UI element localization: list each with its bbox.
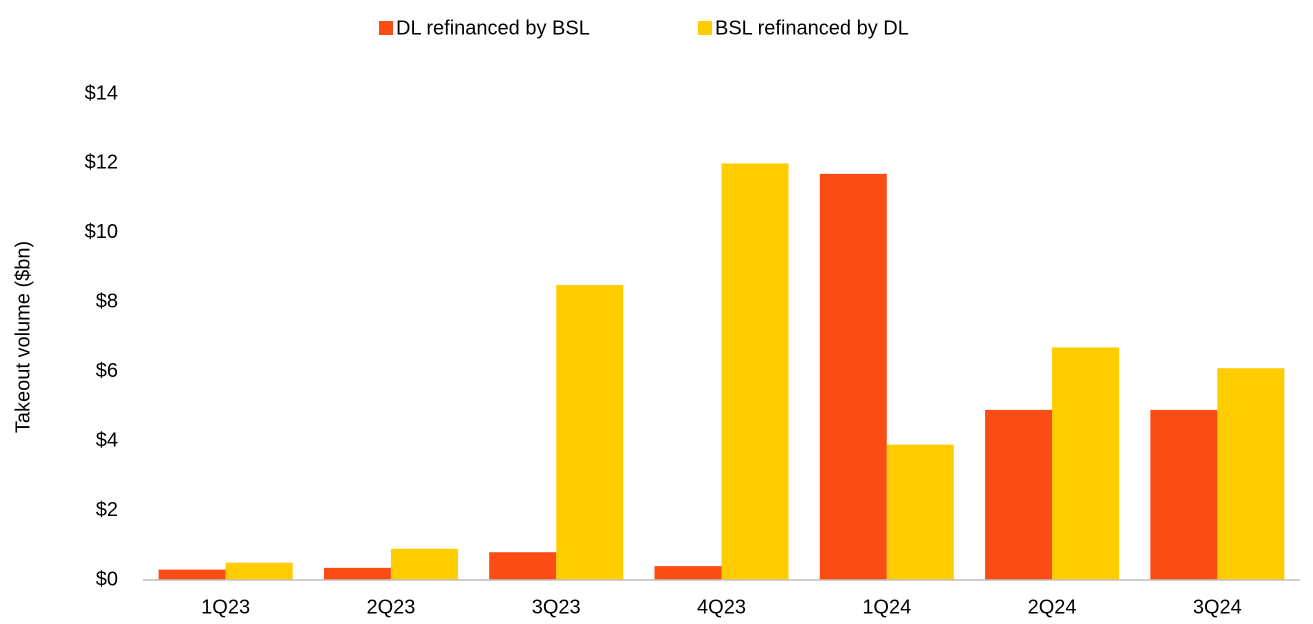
y-tick-label: $6 — [96, 360, 118, 382]
x-tick-label: 3Q24 — [1193, 596, 1242, 618]
y-tick-label: $14 — [85, 82, 118, 104]
bar — [654, 566, 722, 580]
y-tick-label: $8 — [96, 291, 118, 313]
bar — [323, 567, 391, 580]
bar — [1150, 409, 1218, 580]
bar — [1217, 368, 1285, 580]
bar — [158, 569, 226, 580]
bar — [819, 173, 887, 581]
bar — [556, 284, 624, 580]
legend-swatch — [379, 21, 393, 35]
x-tick-label: 2Q23 — [366, 596, 415, 618]
x-tick-label: 3Q23 — [532, 596, 581, 618]
bar — [721, 163, 789, 580]
y-axis-label: Takeout volume ($bn) — [12, 241, 34, 433]
x-tick-label: 1Q23 — [201, 596, 250, 618]
bar — [489, 552, 557, 580]
bar — [886, 444, 954, 580]
legend-label: BSL refinanced by DL — [715, 17, 909, 39]
y-tick-label: $4 — [96, 429, 118, 451]
legend-swatch — [698, 21, 712, 35]
legend-label: DL refinanced by BSL — [396, 17, 590, 39]
x-tick-label: 1Q24 — [862, 596, 911, 618]
bar — [225, 562, 293, 580]
x-tick-label: 2Q24 — [1028, 596, 1077, 618]
y-tick-label: $0 — [96, 568, 118, 590]
bar — [985, 409, 1053, 580]
y-tick-label: $12 — [85, 152, 118, 174]
x-tick-label: 4Q23 — [697, 596, 746, 618]
bar — [1052, 347, 1120, 580]
bar — [390, 548, 458, 580]
y-tick-label: $2 — [96, 499, 118, 521]
y-tick-label: $10 — [85, 221, 118, 243]
